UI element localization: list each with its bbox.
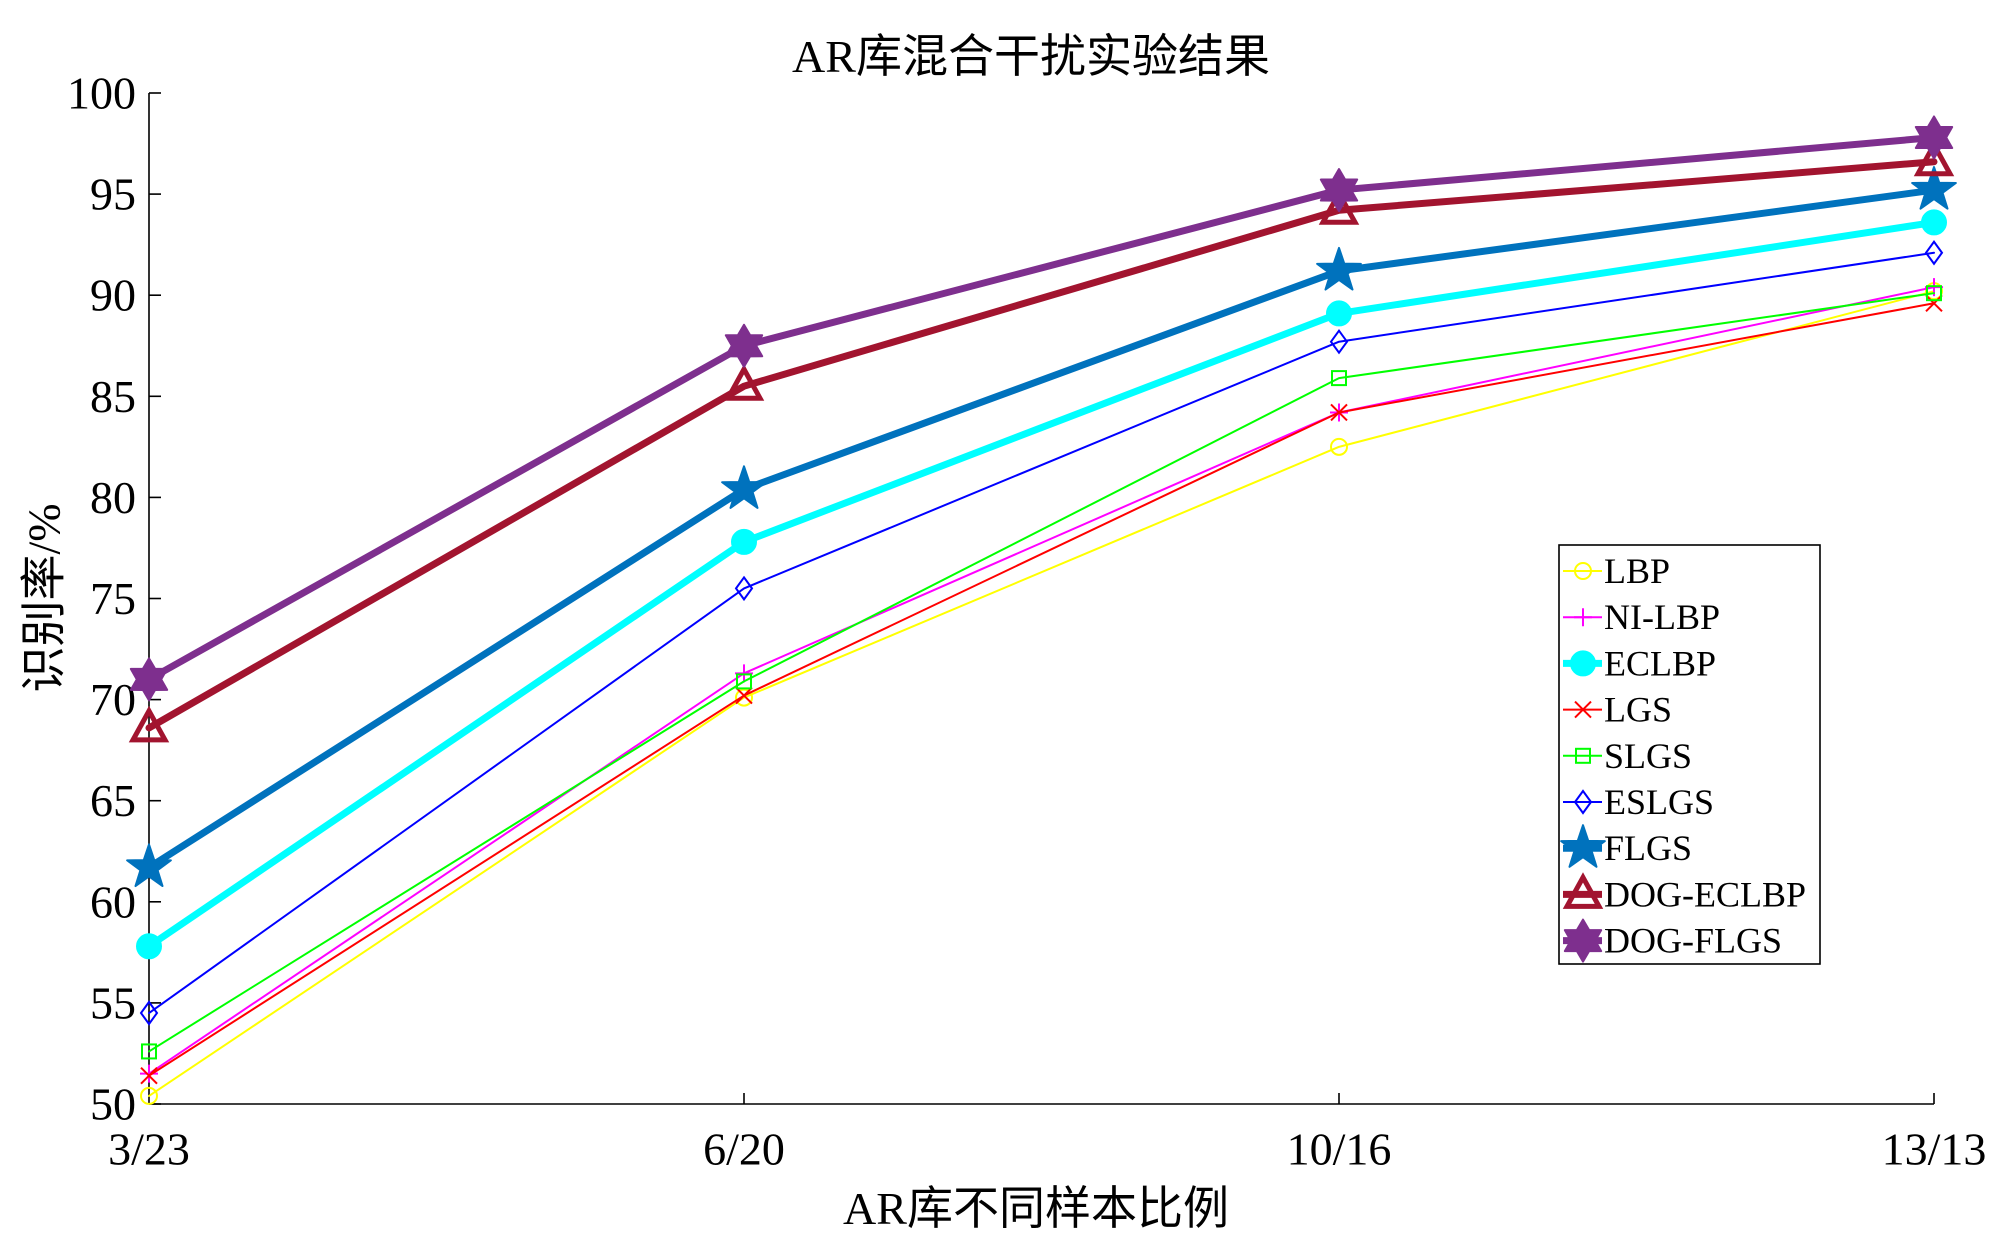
x-tick-label-10-16: 10/16	[1287, 1124, 1392, 1175]
legend-label-lbp: LBP	[1604, 551, 1670, 591]
legend-label-eslgs: ESLGS	[1604, 782, 1714, 822]
x-tick-label-3-23: 3/23	[108, 1124, 190, 1175]
legend-marker-dog-eclbp	[1562, 872, 1604, 909]
data-point-dog-eclbp-3-23	[128, 705, 170, 743]
legend-marker-ni-lbp	[1574, 608, 1592, 627]
legend-label-dog-eclbp: DOG-ECLBP	[1604, 874, 1806, 914]
series-eclbp	[136, 209, 1947, 960]
y-tick-label-100: 100	[67, 68, 136, 119]
series-lgs	[140, 294, 1943, 1085]
series-line-eslgs	[148, 251, 1935, 1015]
legend-entry-ni-lbp: NI-LBP	[1563, 597, 1720, 637]
data-point-slgs-3-23	[141, 1043, 157, 1060]
data-point-flgs-6-20	[721, 465, 767, 509]
data-point-lgs-13-13	[1925, 294, 1943, 312]
data-point-lgs-10-16	[1330, 403, 1348, 422]
series-dog-eclbp	[128, 139, 1955, 743]
legend-marker-dog-flgs	[1563, 918, 1603, 963]
x-tick-label-6-20: 6/20	[703, 1124, 785, 1175]
legend-entry-dog-eclbp: DOG-ECLBP	[1562, 872, 1806, 914]
data-point-slgs-6-20	[736, 673, 752, 690]
y-tick-label-50: 50	[90, 1079, 136, 1130]
y-tick-label-85: 85	[90, 371, 136, 422]
legend-entry-lbp: LBP	[1563, 551, 1670, 591]
data-point-dog-flgs-13-13	[1914, 115, 1954, 160]
data-point-lgs-3-23	[140, 1066, 158, 1085]
legend-marker-eslgs	[1573, 789, 1593, 815]
series-line-lbp	[148, 290, 1935, 1097]
legend-label-eclbp: ECLBP	[1604, 643, 1716, 683]
legend-entry-eslgs: ESLGS	[1563, 782, 1714, 822]
legend-entry-eclbp: ECLBP	[1563, 643, 1716, 683]
series-line-ni-lbp	[148, 286, 1935, 1075]
data-point-eslgs-10-16	[1329, 329, 1349, 355]
y-tick-label-55: 55	[90, 977, 136, 1028]
legend: LBP NI-LBP ECLBP LGS SLGS ESLGS FLGS DOG-ECLBP D…	[1558, 544, 1821, 965]
plot-area: 50 55 60 65 70 75 80 85 90 95 100 3/23 6/20 10/16 13/1…	[67, 68, 1986, 1175]
data-point-dog-flgs-3-23	[129, 657, 169, 702]
data-point-eslgs-3-23	[139, 1000, 159, 1026]
legend-box	[1558, 544, 1821, 965]
series-line-dog-flgs	[145, 133, 1938, 683]
legend-label-flgs: FLGS	[1604, 828, 1692, 868]
data-point-lbp-6-20	[735, 688, 753, 707]
y-tick-label-60: 60	[90, 876, 136, 927]
data-point-eclbp-13-13	[1921, 209, 1947, 236]
legend-marker-flgs	[1560, 824, 1606, 868]
series-line-eclbp	[145, 218, 1938, 950]
y-tick-label-70: 70	[90, 674, 136, 725]
y-axis-label: 识别率/%	[19, 503, 70, 692]
data-point-dog-eclbp-10-16	[1318, 188, 1360, 225]
series-line-lgs	[148, 302, 1935, 1077]
series-line-slgs	[148, 292, 1935, 1053]
legend-marker-slgs	[1575, 747, 1591, 764]
series-line-dog-eclbp	[145, 158, 1938, 732]
data-point-eclbp-6-20	[731, 528, 757, 555]
series-line-flgs	[145, 186, 1938, 871]
legend-entry-slgs: SLGS	[1563, 736, 1692, 776]
legend-entry-flgs: FLGS	[1560, 824, 1692, 868]
data-point-slgs-13-13	[1926, 285, 1942, 302]
data-point-lbp-10-16	[1330, 437, 1348, 456]
data-point-eclbp-10-16	[1326, 300, 1352, 327]
data-point-flgs-13-13	[1911, 166, 1957, 210]
data-point-flgs-3-23	[126, 843, 172, 888]
data-point-dog-flgs-6-20	[724, 323, 764, 368]
data-point-flgs-10-16	[1316, 246, 1362, 291]
legend-entry-lgs: LGS	[1563, 690, 1672, 730]
data-point-eslgs-13-13	[1924, 240, 1944, 266]
series-eslgs	[139, 240, 1944, 1026]
data-point-lgs-6-20	[735, 686, 753, 705]
data-point-dog-flgs-10-16	[1319, 168, 1359, 213]
y-tick-label-80: 80	[90, 472, 136, 523]
x-axis-label: AR库不同样本比例	[843, 1183, 1229, 1234]
y-tick-label-65: 65	[90, 775, 136, 826]
data-point-ni-lbp-6-20	[735, 664, 753, 683]
y-tick-label-90: 90	[90, 270, 136, 321]
chart-title: AR库混合干扰实验结果	[792, 31, 1270, 82]
data-point-dog-eclbp-13-13	[1913, 139, 1955, 177]
series-dog-flgs	[129, 115, 1954, 702]
legend-marker-lgs	[1574, 700, 1592, 719]
data-point-ni-lbp-3-23	[140, 1064, 158, 1083]
y-tick-label-75: 75	[90, 573, 136, 624]
series-slgs	[141, 285, 1942, 1060]
data-point-eslgs-6-20	[734, 575, 754, 602]
legend-label-slgs: SLGS	[1604, 736, 1692, 776]
legend-marker-lbp	[1574, 562, 1592, 580]
x-tick-label-13-13: 13/13	[1882, 1124, 1987, 1175]
data-point-lbp-3-23	[140, 1086, 158, 1105]
legend-label-ni-lbp: NI-LBP	[1604, 597, 1720, 637]
y-tick-label-95: 95	[90, 169, 136, 220]
data-point-slgs-10-16	[1331, 370, 1347, 387]
series-flgs	[126, 166, 1957, 888]
data-point-eclbp-3-23	[136, 933, 162, 960]
legend-marker-eclbp	[1570, 650, 1596, 677]
legend-entry-dog-flgs: DOG-FLGS	[1563, 918, 1782, 963]
legend-label-lgs: LGS	[1604, 690, 1672, 730]
data-point-dog-eclbp-6-20	[723, 364, 765, 401]
legend-label-dog-flgs: DOG-FLGS	[1604, 921, 1782, 961]
